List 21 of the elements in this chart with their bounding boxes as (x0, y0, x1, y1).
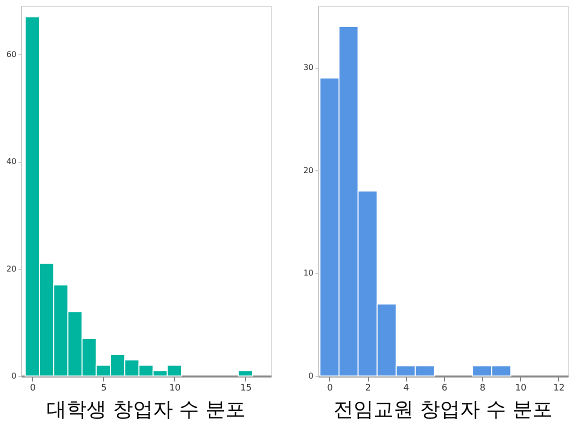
x-tick-label: 4 (403, 384, 410, 394)
x-tick-label: 0 (327, 384, 334, 394)
y-tick-label: 30 (303, 63, 314, 72)
y-tick-label: 10 (303, 268, 314, 278)
y-tick-label: 0 (11, 372, 16, 380)
y-tick-label: 20 (303, 166, 314, 175)
x-tick-label: 6 (442, 384, 448, 394)
x-tick-label: 5 (101, 384, 107, 394)
text: 대학생 창업자 수 분포 (46, 397, 246, 421)
x-tick-label: 0 (30, 384, 36, 394)
x-tick-label: 10 (515, 384, 527, 394)
y-tick-label: 60 (6, 50, 16, 59)
x-tick-label: 12 (553, 384, 565, 394)
x-tick-label: 2 (365, 384, 371, 394)
x-tick-label: 10 (169, 384, 181, 394)
y-tick-label: 40 (6, 157, 16, 166)
y-tick-label: 0 (308, 372, 314, 380)
x-tick-label: 15 (240, 384, 252, 394)
text: 전임교원 창업자 수 분포 (333, 397, 553, 421)
x-tick-label: 8 (480, 384, 486, 394)
y-tick-label: 20 (6, 264, 16, 274)
